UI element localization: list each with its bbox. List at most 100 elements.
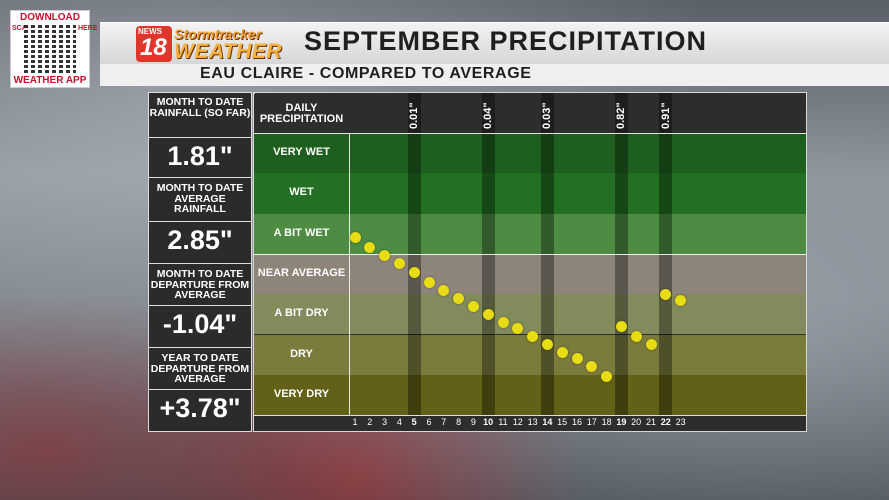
x-tick-label: 21 bbox=[645, 417, 656, 427]
x-tick-label: 19 bbox=[616, 417, 627, 427]
x-tick-label: 5 bbox=[411, 417, 417, 427]
x-tick-label: 14 bbox=[542, 417, 553, 427]
x-tick-label: 13 bbox=[527, 417, 538, 427]
stat-divider bbox=[149, 221, 251, 222]
grid-line bbox=[254, 133, 806, 134]
logo-channel: 18 bbox=[140, 34, 167, 61]
subtitle-bar bbox=[100, 64, 889, 86]
logo-news: NEWS bbox=[138, 27, 162, 36]
grid-line bbox=[349, 133, 350, 416]
x-tick-label: 12 bbox=[512, 417, 523, 427]
x-tick-label: 8 bbox=[456, 417, 462, 427]
stat-divider bbox=[149, 305, 251, 306]
title-banner bbox=[100, 22, 889, 65]
stat-divider bbox=[149, 389, 251, 390]
qr-bottom-text: WEATHER APP bbox=[13, 75, 87, 86]
data-point bbox=[393, 258, 405, 270]
x-tick-label: 18 bbox=[601, 417, 612, 427]
logo-stormtracker: Stormtracker bbox=[174, 26, 262, 42]
stat-divider bbox=[149, 263, 251, 264]
category-label: WET bbox=[289, 186, 314, 199]
x-tick-label: 20 bbox=[631, 417, 642, 427]
data-point bbox=[675, 294, 687, 306]
precip-amount-label: 0.82" bbox=[615, 102, 628, 129]
x-tick-label: 22 bbox=[660, 417, 671, 427]
page-subtitle: EAU CLAIRE - COMPARED TO AVERAGE bbox=[200, 65, 532, 82]
stat-value: +3.78" bbox=[159, 393, 241, 423]
category-band bbox=[254, 374, 806, 416]
x-tick-label: 2 bbox=[367, 417, 373, 427]
category-band bbox=[254, 294, 806, 335]
data-point bbox=[364, 242, 376, 254]
precip-amount-label: 0.04" bbox=[482, 102, 495, 129]
precip-amount-label: 0.03" bbox=[541, 102, 554, 129]
qr-top-text: DOWNLOAD bbox=[20, 12, 80, 23]
data-point bbox=[571, 353, 583, 365]
x-tick-label: 6 bbox=[426, 417, 432, 427]
precip-amount-label: 0.01" bbox=[408, 102, 421, 129]
stat-value: 2.85" bbox=[167, 225, 233, 255]
data-point bbox=[467, 300, 479, 312]
data-point bbox=[423, 276, 435, 288]
qr-code[interactable]: DOWNLOAD SCAN HERE WEATHER APP bbox=[10, 10, 98, 88]
category-band bbox=[254, 253, 806, 295]
grid-line bbox=[254, 415, 806, 417]
stat-label: MONTH TO DATE RAINFALL (SO FAR) bbox=[149, 96, 251, 119]
category-label: A BIT DRY bbox=[274, 307, 329, 320]
x-tick-label: 17 bbox=[586, 417, 597, 427]
data-point bbox=[586, 361, 598, 373]
stat-divider bbox=[149, 177, 251, 178]
qr-left-text: SCAN bbox=[12, 25, 32, 32]
news18-logo: NEWS 18 bbox=[136, 26, 172, 62]
data-point bbox=[349, 232, 361, 244]
precip-amount-label: 0.91" bbox=[659, 102, 672, 129]
grid-line bbox=[254, 93, 255, 94]
category-label: A BIT WET bbox=[273, 226, 330, 239]
stat-label: YEAR TO DATE DEPARTURE FROM AVERAGE bbox=[150, 352, 250, 385]
x-tick-label: 15 bbox=[557, 417, 568, 427]
category-band bbox=[254, 133, 806, 174]
x-tick-label: 9 bbox=[470, 417, 476, 427]
stat-label: MONTH TO DATE DEPARTURE FROM AVERAGE bbox=[150, 268, 250, 301]
data-point bbox=[453, 292, 465, 304]
data-point bbox=[615, 320, 627, 332]
data-point bbox=[630, 331, 642, 342]
category-label: VERY DRY bbox=[273, 387, 330, 400]
category-label: VERY WET bbox=[273, 146, 330, 159]
stats-panel: MONTH TO DATE RAINFALL (SO FAR) 1.81" MO… bbox=[148, 92, 252, 432]
station-logo: NEWS 18 Stormtracker WEATHER bbox=[136, 26, 298, 63]
qr-code-icon bbox=[24, 25, 76, 73]
precipitation-chart: DAILY PRECIPITATION VERY WET WET A BIT WET… bbox=[253, 92, 807, 432]
x-tick-label: 16 bbox=[571, 417, 582, 427]
data-point bbox=[527, 331, 539, 342]
data-point bbox=[512, 322, 524, 334]
category-label: DRY bbox=[290, 347, 313, 360]
data-point bbox=[482, 308, 494, 320]
logo-weather: WEATHER bbox=[174, 40, 283, 63]
data-point bbox=[660, 288, 672, 300]
data-point bbox=[541, 339, 553, 351]
category-band bbox=[254, 173, 806, 214]
x-tick-label: 10 bbox=[483, 417, 494, 427]
data-point bbox=[556, 347, 568, 359]
category-label: NEAR AVERAGE bbox=[257, 267, 346, 280]
data-point bbox=[438, 284, 450, 296]
page-title: SEPTEMBER PRECIPITATION bbox=[304, 26, 708, 56]
grid-line bbox=[254, 253, 806, 255]
chart-header-label: DAILY PRECIPITATION bbox=[259, 102, 344, 125]
x-tick-label: 4 bbox=[396, 417, 402, 427]
stat-divider bbox=[149, 137, 251, 138]
stat-value: -1.04" bbox=[162, 309, 238, 339]
qr-right-text: HERE bbox=[78, 25, 98, 32]
data-point bbox=[379, 250, 391, 262]
x-tick-label: 11 bbox=[498, 417, 508, 427]
data-point bbox=[645, 339, 657, 351]
data-point bbox=[408, 266, 420, 278]
category-band bbox=[254, 213, 806, 254]
stat-value: 1.81" bbox=[167, 141, 233, 171]
stat-label: MONTH TO DATE AVERAGE RAINFALL bbox=[156, 182, 244, 215]
x-tick-label: 23 bbox=[675, 417, 686, 427]
x-tick-label: 3 bbox=[382, 417, 388, 427]
x-tick-label: 7 bbox=[441, 417, 447, 427]
stat-divider bbox=[149, 347, 251, 348]
